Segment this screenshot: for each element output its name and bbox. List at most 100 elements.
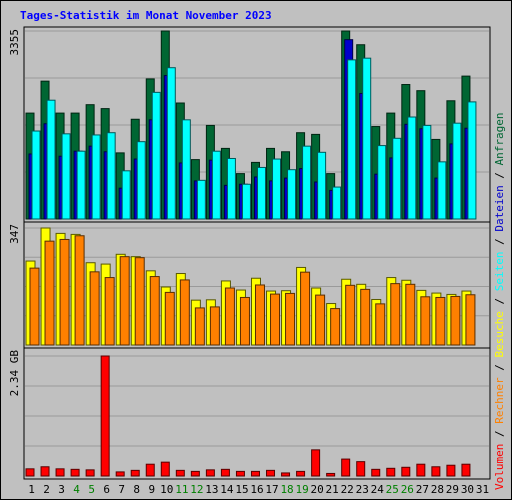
bar-rechner-day-1 [29,267,40,346]
legend-separator: / [493,291,506,311]
panel-middle: 347 [8,221,491,349]
bar-seiten-day-21 [332,186,342,220]
chart-panels: 3355 347 2.34 GB [8,26,491,480]
x-tick-label: 1 [28,483,35,496]
bar-seiten-day-7 [121,170,131,220]
bar-volumen-day-16 [250,470,260,477]
bar-seiten-day-22 [347,59,357,220]
legend-volumen: Volumen [493,444,506,490]
bar-rechner-day-17 [270,293,281,346]
bar-seiten-day-30 [467,101,477,220]
bar-rechner-day-24 [375,303,386,346]
bar-volumen-day-20 [311,449,321,477]
bar-rechner-day-15 [239,296,250,346]
bar-seiten-day-9 [151,91,161,220]
bar-volumen-day-1 [25,468,35,477]
x-tick-label: 23 [356,483,369,496]
bar-rechner-day-18 [285,292,296,346]
series-seiten [31,57,477,220]
bar-rechner-day-8 [134,257,145,346]
bar-rechner-day-27 [420,296,431,346]
x-tick-label: 29 [446,483,459,496]
bar-seiten-day-14 [226,157,236,220]
x-tick-label: 27 [416,483,429,496]
bar-rechner-day-7 [119,256,130,346]
bar-seiten-day-15 [241,183,251,220]
x-tick-label: 15 [235,483,248,496]
bar-seiten-day-6 [106,132,116,220]
x-tick-label: 9 [148,483,155,496]
bar-rechner-day-16 [254,284,265,346]
legend-separator: / [493,232,506,252]
bar-seiten-day-18 [287,169,297,220]
bar-volumen-day-3 [55,468,65,477]
legend-separator: / [493,358,506,378]
x-tick-label: 10 [160,483,173,496]
x-tick-label: 26 [401,483,414,496]
bar-seiten-day-13 [211,150,221,220]
bar-volumen-day-25 [386,467,396,477]
bar-seiten-day-29 [452,122,462,220]
bar-rechner-day-23 [360,288,371,346]
x-axis-labels: 1 2 3 4 5 6 7 8 9 10 11 12 13 14 15 16 17 18 19 20 21 22 23 24 2… [28,483,489,496]
x-tick-label: 24 [371,483,385,496]
panel-middle-ymax-label: 347 [8,224,21,244]
x-tick-label: 20 [311,483,324,496]
bar-volumen-day-8 [130,469,140,477]
bar-rechner-day-3 [59,238,70,346]
bar-volumen-day-11 [175,469,185,477]
x-tick-label: 16 [250,483,263,496]
bar-rechner-day-20 [315,294,326,346]
x-tick-label: 30 [461,483,474,496]
bar-volumen-day-5 [85,469,95,477]
bar-rechner-day-30 [465,294,476,346]
x-tick-label: 28 [431,483,444,496]
bar-rechner-day-9 [149,276,160,346]
bar-volumen-day-28 [431,466,441,477]
bar-seiten-day-5 [91,134,101,220]
bar-seiten-day-24 [377,145,387,220]
bar-volumen-day-15 [235,470,245,477]
bar-rechner-day-10 [164,291,175,346]
bar-volumen-day-2 [40,466,50,477]
bar-seiten-day-27 [422,124,432,220]
bar-rechner-day-19 [300,271,311,346]
bar-rechner-day-25 [390,283,401,346]
series-volumen [25,355,471,477]
bar-volumen-day-12 [190,470,200,477]
side-legend: Volumen / Rechner / Besuche / Seiten / D… [493,112,506,490]
panel-top: 3355 [8,26,491,223]
bar-volumen-day-24 [371,468,381,477]
series-rechner [29,235,476,346]
bar-seiten-day-28 [437,161,447,220]
x-tick-label: 21 [326,483,339,496]
bar-volumen-day-6 [100,355,110,477]
x-tick-label: 18 [280,483,293,496]
x-tick-label: 2 [43,483,50,496]
bar-volumen-day-19 [296,470,306,477]
legend-rechner: Rechner [493,377,506,424]
bar-volumen-day-13 [205,469,215,477]
legend-anfragen: Anfragen [493,112,506,165]
panel-bottom-ymax-label: 2.34 GB [8,350,21,397]
bar-volumen-day-30 [461,463,471,477]
bar-volumen-day-17 [266,469,276,477]
x-tick-label: 4 [73,483,80,496]
x-tick-label: 17 [265,483,278,496]
bar-rechner-day-28 [435,296,446,346]
bar-rechner-day-6 [104,277,115,346]
panel-bottom: 2.34 GB [8,347,491,480]
bar-volumen-day-27 [416,463,426,477]
bar-rechner-day-5 [89,271,100,346]
bar-rechner-day-12 [194,307,205,346]
x-tick-label: 14 [220,483,234,496]
legend-separator: / [493,165,506,185]
bar-rechner-day-14 [224,287,235,346]
legend-separator: / [493,424,506,444]
x-tick-label: 11 [175,483,188,496]
bar-rechner-day-26 [405,283,416,346]
bar-rechner-day-11 [179,279,190,346]
bar-rechner-day-13 [209,306,220,346]
bar-seiten-day-2 [46,99,56,220]
x-tick-label: 12 [190,483,203,496]
